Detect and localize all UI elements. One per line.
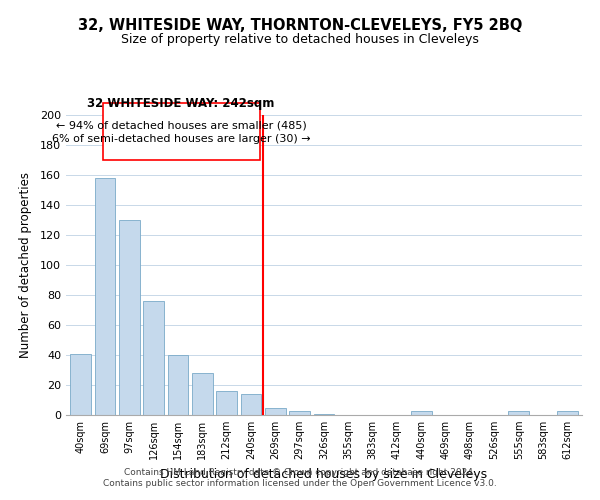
FancyBboxPatch shape <box>103 103 260 160</box>
Text: Contains HM Land Registry data © Crown copyright and database right 2024.
Contai: Contains HM Land Registry data © Crown c… <box>103 468 497 487</box>
Bar <box>143 301 164 415</box>
Text: ← 94% of detached houses are smaller (485): ← 94% of detached houses are smaller (48… <box>56 121 307 131</box>
Bar <box>289 410 310 415</box>
Text: 32, WHITESIDE WAY, THORNTON-CLEVELEYS, FY5 2BQ: 32, WHITESIDE WAY, THORNTON-CLEVELEYS, F… <box>78 18 522 32</box>
Text: Size of property relative to detached houses in Cleveleys: Size of property relative to detached ho… <box>121 32 479 46</box>
Bar <box>508 410 529 415</box>
Bar <box>119 220 140 415</box>
X-axis label: Distribution of detached houses by size in Cleveleys: Distribution of detached houses by size … <box>160 468 488 480</box>
Bar <box>70 354 91 415</box>
Bar <box>192 373 212 415</box>
Bar <box>557 410 578 415</box>
Text: 32 WHITESIDE WAY: 242sqm: 32 WHITESIDE WAY: 242sqm <box>88 98 275 110</box>
Bar <box>411 410 432 415</box>
Bar <box>314 414 334 415</box>
Bar <box>167 355 188 415</box>
Bar <box>241 394 262 415</box>
Bar <box>265 408 286 415</box>
Bar <box>95 178 115 415</box>
Bar <box>216 391 237 415</box>
Text: 6% of semi-detached houses are larger (30) →: 6% of semi-detached houses are larger (3… <box>52 134 310 144</box>
Y-axis label: Number of detached properties: Number of detached properties <box>19 172 32 358</box>
